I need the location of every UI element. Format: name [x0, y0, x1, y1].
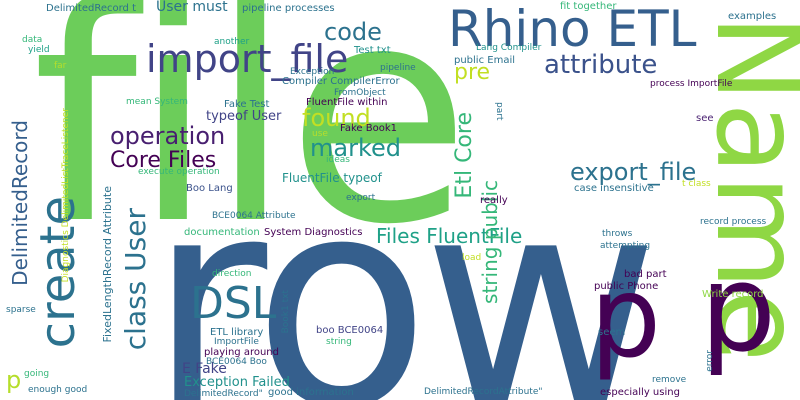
word-found: found	[302, 104, 371, 132]
word-bce0064-attribute: BCE0064 Attribute	[212, 211, 296, 221]
word-book1-txt: Book1 txt	[281, 290, 291, 334]
word-execute-operation: execute operation	[138, 167, 220, 177]
word-diagnostics-trace: Diagnostics DelimitedListTraceListener	[61, 108, 71, 283]
word-rhino-etl: Rhino ETL	[448, 0, 697, 58]
word-seem: seem	[598, 327, 626, 338]
word-record-process: record process	[700, 217, 767, 227]
word-ideas: ideas	[326, 155, 350, 165]
word-typeof-user: typeof User	[206, 109, 282, 124]
word-see: see	[696, 113, 714, 124]
word-files-fluentfile: Files FluentFile	[376, 224, 523, 248]
word-delimitedrecord-t: DelimitedRecord t	[46, 3, 136, 14]
word-error: error	[705, 350, 715, 372]
word-etl-library: ETL library	[210, 327, 264, 338]
word-lang-compiler: Lang Compiler	[476, 43, 542, 53]
word-remove: remove	[652, 375, 687, 385]
word-boo-lang: Boo Lang	[186, 183, 233, 194]
word-pipeline-processes: pipeline processes	[242, 3, 335, 14]
word-bad-part: bad part	[624, 269, 667, 280]
word-t-class: t class	[682, 179, 711, 189]
word-load: load	[462, 253, 482, 263]
word-fluentfile-typeof: FluentFile typeof	[282, 171, 382, 185]
word-name: Name	[690, 14, 800, 363]
word-far: far	[54, 61, 67, 71]
word-user-must: User must	[156, 0, 228, 15]
word-system-diagnostics: System Diagnostics	[264, 227, 363, 238]
word-examples: examples	[728, 11, 777, 22]
word-delimitedrecordattribute: DelimitedRecordAttribute"	[424, 387, 543, 397]
word-fake-book1: Fake Book1	[340, 123, 397, 134]
word-process-importfile: process ImportFile	[650, 79, 733, 89]
word-throws: throws	[602, 229, 633, 239]
word-especially-using: especially using	[600, 387, 680, 398]
word-public-email: public Email	[454, 55, 516, 66]
word-delimitedrecord-q: DelimitedRecord"	[184, 389, 263, 399]
word-dsl: DSL	[190, 278, 277, 329]
word-etl-core: Etl Core	[452, 112, 477, 199]
word-write-record: Write record	[702, 289, 764, 300]
word-operation: operation	[110, 122, 226, 150]
word-public-phone: public Phone	[594, 281, 659, 292]
word-playing-around: playing around	[204, 347, 279, 358]
word-code: code	[324, 18, 382, 46]
word-p-right: p	[700, 240, 777, 379]
word-good-information: good information	[268, 387, 354, 398]
word-exception: Exception	[290, 67, 335, 77]
word-boo-bce0064: boo BCE0064	[316, 325, 384, 336]
word-test-txt: Test txt	[354, 45, 391, 56]
word-fromobject: FromObject	[334, 88, 386, 98]
word-part: part	[494, 102, 504, 121]
word-fixedlengthrecord: FixedLengthRecord Attribute	[101, 186, 114, 343]
word-class-user: class User	[119, 208, 152, 351]
word-case-insensitive: case insensitive	[574, 183, 654, 194]
word-fake-test: Fake Test	[224, 99, 270, 110]
word-pipeline: pipeline	[380, 63, 416, 73]
word-really: really	[480, 195, 508, 206]
word-p-small: p	[6, 366, 22, 394]
word-compiler-compilererror: Compiler CompilerError	[282, 76, 400, 87]
word-create: create	[30, 196, 86, 349]
word-delimitedrecord: DelimitedRecord	[8, 120, 32, 286]
word-attribute: attribute	[544, 50, 658, 80]
word-fake: E Fake	[182, 361, 227, 377]
word-bce0064-boo: BCE0064 Boo	[206, 357, 267, 367]
word-going: going	[24, 369, 50, 379]
word-file: file	[32, 0, 471, 290]
word-data: data	[22, 35, 43, 45]
word-marked: marked	[310, 134, 401, 162]
word-export: export	[346, 193, 376, 203]
word-string: string	[326, 337, 352, 347]
word-attempting: attempting	[600, 241, 651, 251]
word-exception-failed: Exception Failed	[184, 375, 290, 390]
word-use: use	[312, 129, 328, 139]
word-export-file: export_file	[570, 158, 697, 186]
word-pre: pre	[454, 60, 491, 85]
word-fluentfile-within: FluentFile within	[306, 97, 388, 108]
word-another: another	[214, 37, 250, 47]
word-yield: yield	[28, 45, 50, 55]
word-core-files: Core Files	[110, 148, 217, 173]
word-fit-together: fit together	[560, 1, 617, 12]
word-row: row	[148, 136, 659, 400]
word-enough-good: enough good	[28, 385, 88, 395]
word-sparse: sparse	[6, 305, 36, 315]
word-import-file: import_file	[146, 37, 349, 81]
word-importfile: ImportFile	[214, 337, 259, 347]
word-p-center: p	[590, 253, 662, 383]
word-mean-system: mean System	[126, 97, 188, 107]
word-documentation: documentation	[184, 227, 260, 238]
word-direction: direction	[212, 269, 252, 279]
